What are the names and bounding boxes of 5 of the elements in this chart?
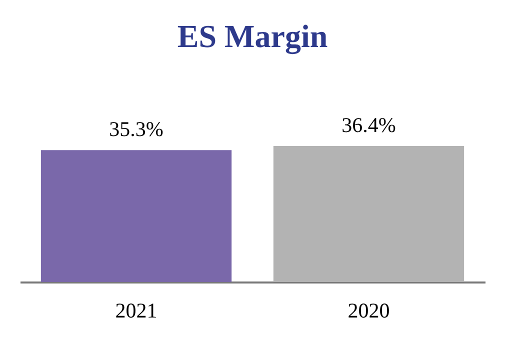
data-label: 35.3% xyxy=(109,117,164,142)
x-tick-label: 2020 xyxy=(348,298,390,322)
x-tick-label: 2021 xyxy=(115,298,158,322)
chart-title: ES Margin xyxy=(177,18,328,55)
data-label: 36.4% xyxy=(342,113,396,137)
